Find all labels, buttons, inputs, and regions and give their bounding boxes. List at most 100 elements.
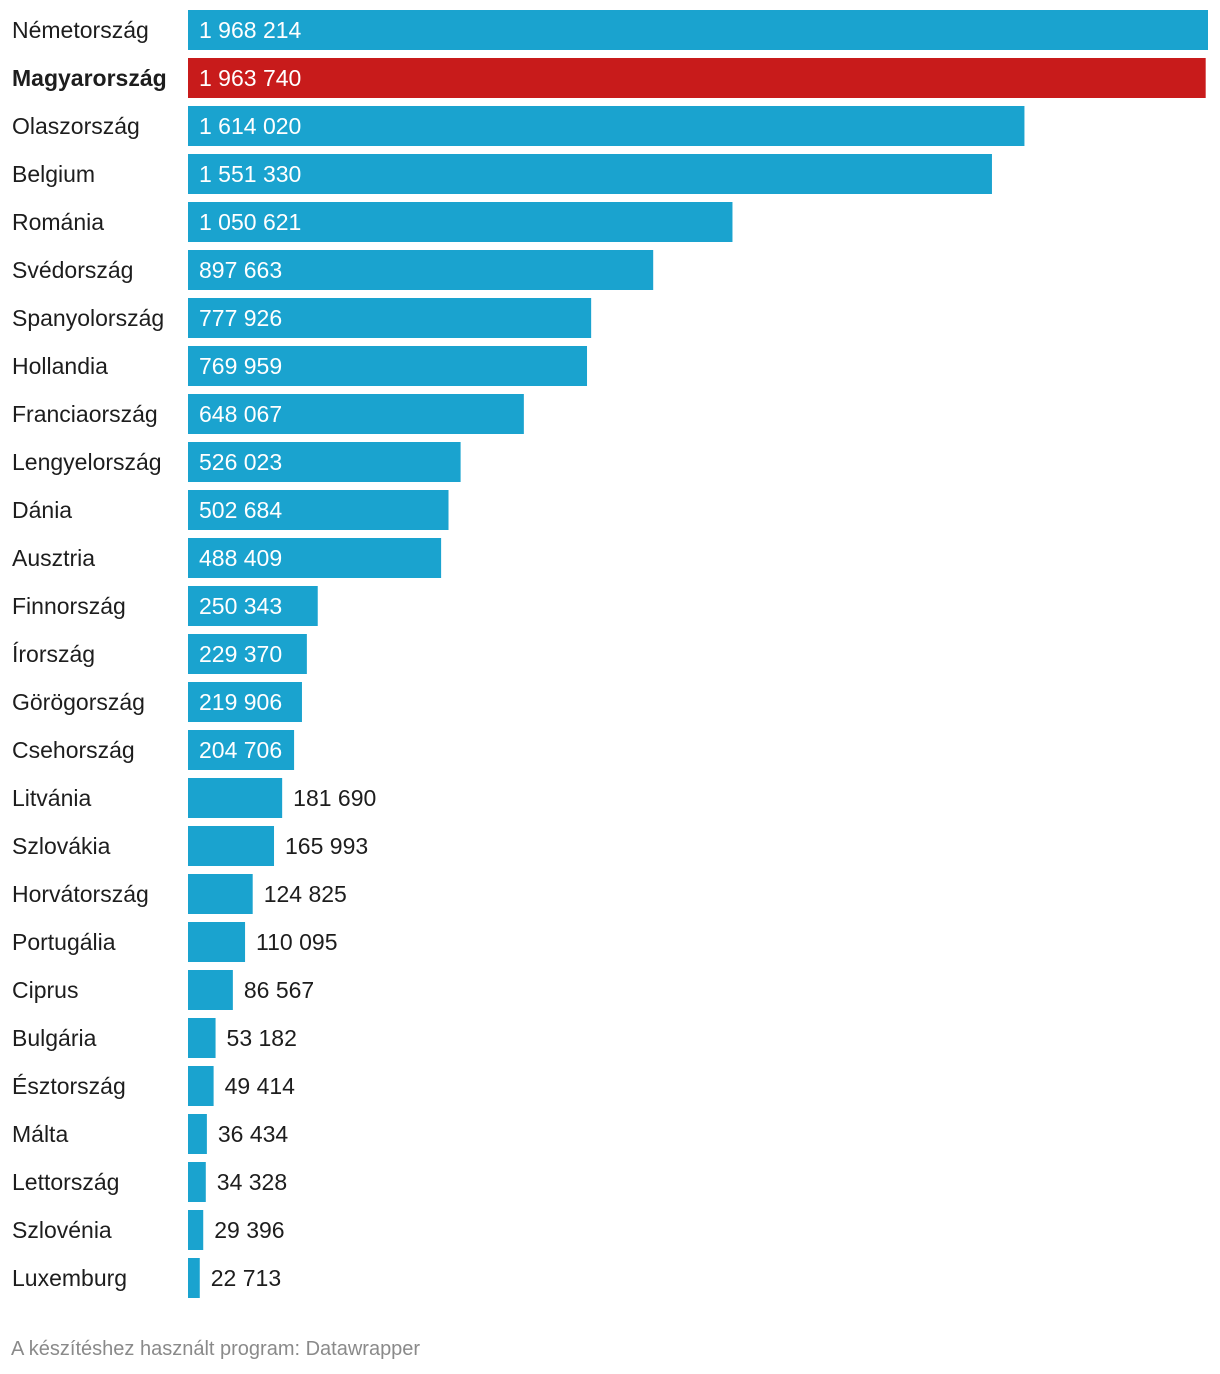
bar-lettorszag: [188, 1162, 206, 1202]
category-label-csehorszag: Csehország: [12, 737, 135, 763]
value-label-lettorszag: 34 328: [217, 1169, 287, 1195]
bar-row-belgium: Belgium 1 551 330: [12, 154, 992, 194]
bar-irorszag: [188, 634, 307, 674]
bar-row-irorszag: Írország 229 370: [12, 634, 307, 674]
bar-spanyolorszag: [188, 298, 592, 338]
value-label-malta: 36 434: [218, 1121, 289, 1147]
bar-row-hollandia: Hollandia 769 959: [12, 346, 588, 386]
bar-portugalia: [188, 922, 246, 962]
bar-litvania: [188, 778, 283, 818]
category-label-nemetorszag: Németország: [12, 17, 149, 43]
bar-row-finnorszag: Finnország 250 343: [12, 586, 318, 626]
value-label-spanyolorszag: 777 926: [199, 305, 282, 331]
category-label-romania: Románia: [12, 209, 104, 235]
bar-row-romania: Románia 1 050 621: [12, 202, 733, 242]
bar-dania: [188, 490, 449, 530]
category-label-olaszorszag: Olaszország: [12, 113, 140, 139]
bar-row-luxemburg: Luxemburg 22 713: [12, 1258, 281, 1298]
value-label-esztorszag: 49 414: [225, 1073, 296, 1099]
bar-row-portugalia: Portugália 110 095: [12, 922, 337, 962]
bar-nemetorszag: [188, 10, 1208, 50]
bar-szlovenia: [188, 1210, 204, 1250]
source-credit: A készítéshez használt program: Datawrap…: [11, 1338, 421, 1360]
bar-row-horvatorszag: Horvátország 124 825: [12, 874, 347, 914]
bar-row-nemetorszag: Németország 1 968 214: [12, 10, 1208, 50]
bar-row-malta: Málta 36 434: [12, 1114, 288, 1154]
category-label-szlovenia: Szlovénia: [12, 1217, 112, 1243]
category-label-szlovakia: Szlovákia: [12, 833, 111, 859]
category-label-irorszag: Írország: [12, 641, 95, 667]
value-label-nemetorszag: 1 968 214: [199, 17, 302, 43]
category-label-dania: Dánia: [12, 497, 72, 523]
category-label-portugalia: Portugália: [12, 929, 116, 955]
value-label-hollandia: 769 959: [199, 353, 282, 379]
bar-row-esztorszag: Észtország 49 414: [12, 1066, 295, 1106]
bar-row-dania: Dánia 502 684: [12, 490, 449, 530]
bar-esztorszag: [188, 1066, 214, 1106]
bar-row-spanyolorszag: Spanyolország 777 926: [12, 298, 592, 338]
category-label-ausztria: Ausztria: [12, 545, 95, 571]
bar-row-lettorszag: Lettország 34 328: [12, 1162, 287, 1202]
value-label-ciprus: 86 567: [244, 977, 314, 1003]
value-label-belgium: 1 551 330: [199, 161, 301, 187]
bar-row-gorogorszag: Görögország 219 906: [12, 682, 302, 722]
bar-bulgaria: [188, 1018, 216, 1058]
bar-olaszorszag: [188, 106, 1025, 146]
bar-row-szlovakia: Szlovákia 165 993: [12, 826, 368, 866]
category-label-franciaorszag: Franciaország: [12, 401, 158, 427]
value-label-magyarorszag: 1 963 740: [199, 65, 301, 91]
category-label-hollandia: Hollandia: [12, 353, 108, 379]
value-label-szlovakia: 165 993: [285, 833, 368, 859]
category-label-luxemburg: Luxemburg: [12, 1265, 127, 1291]
bar-csehorszag: [188, 730, 295, 770]
bar-magyarorszag: [188, 58, 1206, 98]
bar-horvatorszag: [188, 874, 253, 914]
bar-row-szlovenia: Szlovénia 29 396: [12, 1210, 285, 1250]
bar-row-magyarorszag: Magyarország 1 963 740: [12, 58, 1206, 98]
bar-romania: [188, 202, 733, 242]
category-label-bulgaria: Bulgária: [12, 1025, 97, 1051]
category-label-svedorszag: Svédország: [12, 257, 133, 283]
category-label-malta: Málta: [12, 1121, 68, 1147]
bar-row-ausztria: Ausztria 488 409: [12, 538, 442, 578]
bar-row-bulgaria: Bulgária 53 182: [12, 1018, 297, 1058]
bar-lengyelorszag: [188, 442, 461, 482]
category-label-belgium: Belgium: [12, 161, 95, 187]
category-label-ciprus: Ciprus: [12, 977, 78, 1003]
bar-row-litvania: Litvánia 181 690: [12, 778, 376, 818]
value-label-szlovenia: 29 396: [214, 1217, 284, 1243]
category-label-esztorszag: Észtország: [12, 1073, 126, 1099]
bar-row-svedorszag: Svédország 897 663: [12, 250, 654, 290]
bar-row-lengyelorszag: Lengyelország 526 023: [12, 442, 461, 482]
bar-finnorszag: [188, 586, 318, 626]
category-label-finnorszag: Finnország: [12, 593, 126, 619]
value-label-finnorszag: 250 343: [199, 593, 282, 619]
category-label-lettorszag: Lettország: [12, 1169, 119, 1195]
bar-gorogorszag: [188, 682, 302, 722]
bar-franciaorszag: [188, 394, 524, 434]
value-label-horvatorszag: 124 825: [264, 881, 347, 907]
value-label-gorogorszag: 219 906: [199, 689, 282, 715]
value-label-franciaorszag: 648 067: [199, 401, 282, 427]
bar-row-csehorszag: Csehország 204 706: [12, 730, 295, 770]
bar-chart: Németország 1 968 214 Magyarország 1 963 74…: [12, 10, 1208, 1298]
value-label-luxemburg: 22 713: [211, 1265, 281, 1291]
value-label-irorszag: 229 370: [199, 641, 282, 667]
value-label-ausztria: 488 409: [199, 545, 282, 571]
bar-ausztria: [188, 538, 442, 578]
category-label-gorogorszag: Görögország: [12, 689, 145, 715]
bar-luxemburg: [188, 1258, 200, 1298]
value-label-csehorszag: 204 706: [199, 737, 282, 763]
bar-belgium: [188, 154, 992, 194]
bar-szlovakia: [188, 826, 275, 866]
category-label-litvania: Litvánia: [12, 785, 91, 811]
category-label-spanyolorszag: Spanyolország: [12, 305, 164, 331]
bar-svedorszag: [188, 250, 654, 290]
value-label-litvania: 181 690: [293, 785, 376, 811]
value-label-dania: 502 684: [199, 497, 282, 523]
category-label-magyarorszag: Magyarország: [12, 65, 167, 91]
value-label-romania: 1 050 621: [199, 209, 301, 235]
bar-malta: [188, 1114, 207, 1154]
value-label-lengyelorszag: 526 023: [199, 449, 282, 475]
value-label-bulgaria: 53 182: [227, 1025, 297, 1051]
